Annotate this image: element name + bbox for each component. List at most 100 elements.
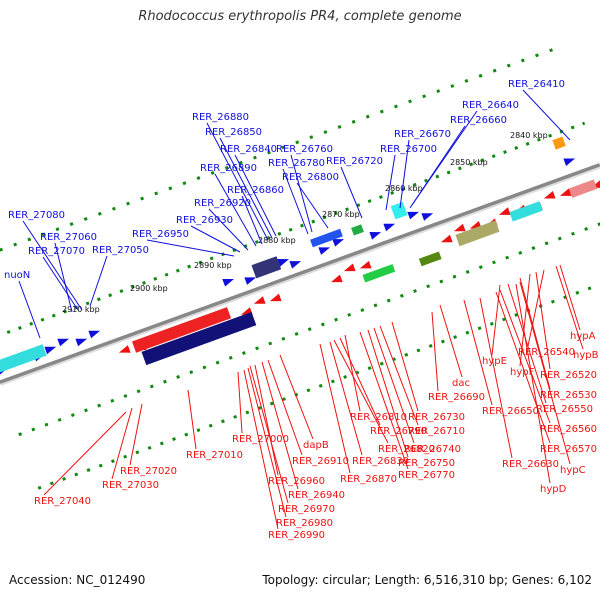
reverse-gene-label: RER_26830 [352,456,409,467]
accession-text: Accession: NC_012490 [9,573,146,587]
forward-gene-label: RER_26780 [268,158,325,169]
forward-label-leader [296,182,329,229]
reverse-gene-label: RER_27020 [120,466,177,477]
forward-label-leader [206,122,269,241]
reverse-gene-label: RER_27000 [232,434,289,445]
feature-block-green [351,224,364,236]
forward-gene-label: RER_27080 [8,210,65,221]
reverse-label-leader [329,341,363,456]
reverse-label-leader [247,367,287,518]
reverse-gene-arrow [453,223,466,232]
forward-gene-label: RER_27070 [28,246,85,257]
feature-block-red-large [132,307,232,353]
forward-gene-label: RER_26700 [380,144,437,155]
feature-block-orange [552,136,566,150]
forward-gene-label: RER_26800 [282,172,339,183]
forward-gene-label: RER_26930 [176,215,233,226]
reverse-label-leader [339,337,381,426]
forward-label-leader [234,154,277,237]
reverse-gene-arrow [543,191,556,199]
reverse-gene-label: RER_26710 [408,426,465,437]
kbp-label: 2880 kbp [258,236,296,245]
forward-gene-label: RER_26760 [276,144,333,155]
forward-gene-label: RER_26860 [227,185,284,196]
feature-block-cyan [0,344,47,373]
reverse-gene-label: RER_26530 [540,390,597,401]
reverse-gene-arrow [343,263,356,272]
forward-gene-arrow [407,211,419,220]
forward-gene-arrow [318,247,331,255]
reverse-label-leader [129,403,143,466]
kbp-label: 2870 kbp [322,210,360,219]
forward-gene-arrow [75,338,88,347]
reverse-label-leader [391,321,419,412]
forward-gene-label: RER_26840 [220,144,277,155]
reverse-label-leader [319,343,351,474]
reverse-label-leader [254,364,279,476]
reverse-gene-label: RER_26940 [288,490,345,501]
reverse-gene-label: hypA [570,331,596,342]
genome-backbone-highlight [0,166,600,386]
forward-gene-label: RER_26410 [508,79,565,90]
reverse-gene-label: hypE [482,356,507,367]
reverse-label-leader [344,334,361,412]
reverse-gene-label: RER_26570 [540,444,597,455]
reverse-label-leader [439,304,463,378]
forward-gene-arrow [57,338,69,347]
forward-label-leader [522,89,571,141]
reverse-label-leader [463,299,493,406]
forward-gene-label: RER_27060 [40,232,97,243]
forward-label-leader [399,139,410,209]
forward-label-leader [241,195,263,245]
reverse-gene-label: RER_26630 [502,459,559,470]
forward-gene-label: RER_26660 [450,115,507,126]
forward-label-leader [282,168,309,235]
reverse-gene-arrow [559,188,572,196]
forward-gene-label: RER_26720 [326,156,383,167]
reverse-gene-label: RER_26730 [408,412,465,423]
reverse-label-leader [237,371,243,434]
reverse-gene-label: dapB [303,440,329,451]
reverse-gene-label: RER_26790 [370,426,427,437]
forward-gene-label: RER_26640 [462,100,519,111]
forward-label-leader [290,154,313,233]
reverse-label-leader [499,289,551,424]
reverse-gene-label: RER_26820 [378,444,435,455]
forward-gene-label: RER_27050 [92,245,149,256]
reverse-gene-label: RER_26970 [278,504,335,515]
reverse-label-leader [527,269,545,347]
reverse-gene-arrow [118,345,131,353]
reverse-gene-label: hypD [540,484,567,495]
kbp-label: 2860 kbp [385,184,423,193]
forward-gene-arrow [44,346,57,355]
inner-tick-ring-bottom [37,282,600,490]
reverse-gene-label: hypF [510,367,535,378]
reverse-label-leader [359,331,409,470]
reverse-label-leader [479,297,513,459]
forward-gene-label: nuoN [4,270,30,281]
reverse-gene-label: RER_26810 [350,412,407,423]
forward-label-leader [340,166,363,219]
feature-block-olive [455,220,500,247]
reverse-gene-label: RER_26750 [398,458,455,469]
reverse-label-leader [559,264,581,331]
forward-gene-label: RER_26880 [192,112,249,123]
reverse-gene-label: RER_26910 [292,456,349,467]
forward-gene-arrow [421,213,434,221]
reverse-gene-label: RER_26990 [268,530,325,541]
reverse-gene-label: dac [452,378,470,389]
forward-gene-label: RER_26920 [194,198,251,209]
reverse-label-leader [507,283,547,404]
reverse-gene-label: RER_26770 [398,470,455,481]
forward-gene-arrow [383,223,396,232]
reverse-label-leader [333,339,389,444]
reverse-gene-label: RER_26560 [540,424,597,435]
reverse-label-leader [555,265,584,350]
forward-gene-arrow [563,158,576,166]
kbp-label: 2910 kbp [62,305,100,314]
reverse-label-leader [379,325,419,426]
reverse-gene-label: RER_27040 [34,496,91,507]
reverse-label-leader [279,354,314,440]
reverse-label-leader [249,365,289,504]
